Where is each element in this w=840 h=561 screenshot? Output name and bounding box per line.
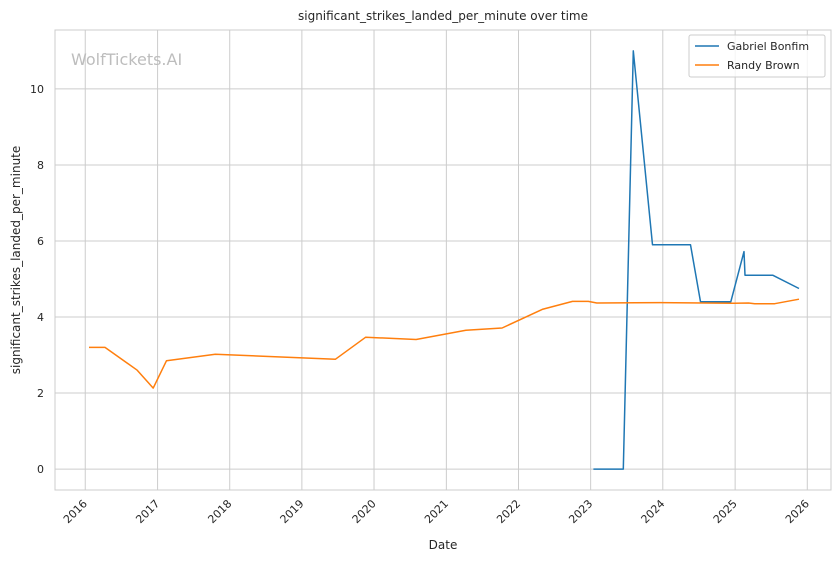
x-tick-label: 2023 [566,497,595,526]
x-tick-label: 2016 [61,497,90,526]
legend-box [688,34,826,78]
x-tick-label: 2026 [783,497,812,526]
chart-title: significant_strikes_landed_per_minute ov… [298,9,588,23]
x-axis-label: Date [429,538,458,552]
series-line-randy-brown [89,298,800,389]
legend-label-randy-brown: Randy Brown [727,59,800,72]
series-line-gabriel-bonfim [593,50,800,470]
legend-label-gabriel-bonfim: Gabriel Bonfim [727,40,809,53]
grid [55,30,831,490]
series-layer [89,50,800,470]
x-tick-label: 2018 [205,497,234,526]
x-tick-label: 2024 [639,497,668,526]
legend: Gabriel Bonfim Randy Brown [688,34,826,78]
y-tick-label: 8 [37,159,44,172]
y-tick-label: 6 [37,235,44,248]
y-tick-label: 0 [37,463,44,476]
y-tick-label: 10 [30,83,44,96]
x-tick-label: 2022 [494,497,523,526]
x-tick-label: 2021 [422,497,451,526]
y-tick-label: 2 [37,387,44,400]
x-tick-label: 2019 [278,497,307,526]
x-tick-label: 2025 [711,497,740,526]
x-tick-label: 2017 [133,497,162,526]
y-tick-labels: 0 2 4 6 8 10 [30,83,44,476]
x-tick-label: 2020 [350,497,379,526]
y-axis-label: significant_strikes_landed_per_minute [9,146,23,375]
plot-frame [54,29,832,491]
y-tick-label: 4 [37,311,44,324]
watermark: WolfTickets.AI [71,50,182,69]
x-tick-labels: 2016 2017 2018 2019 2020 2021 2022 2023 2024 2025… [61,497,812,526]
